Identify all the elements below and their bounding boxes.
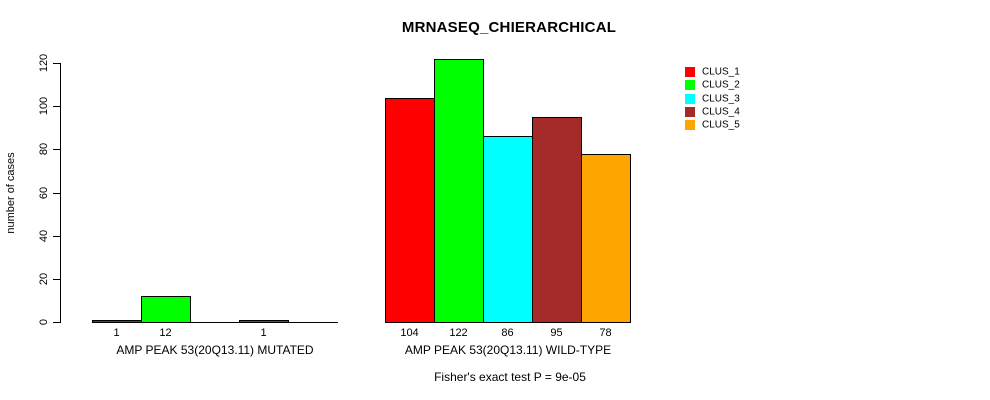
bar-clus_3 [483, 136, 533, 322]
y-axis-tick-label: 120 [38, 53, 50, 73]
legend-swatch-clus_2 [685, 80, 695, 91]
x-group-label-mutated: AMP PEAK 53(20Q13.11) MUTATED [116, 343, 314, 357]
legend-label: CLUS_2 [702, 79, 740, 91]
legend-swatch-clus_3 [685, 93, 695, 104]
bar-clus_2 [434, 58, 484, 322]
y-axis-tick [53, 235, 60, 237]
y-axis-tick [53, 192, 60, 194]
bar-value-label: 12 [159, 327, 172, 339]
bar-value-label: 1 [113, 327, 120, 339]
bar-clus_2 [141, 296, 191, 322]
legend-label: CLUS_5 [702, 119, 740, 131]
y-axis-tick [53, 106, 60, 108]
bar-value-label: 86 [501, 327, 514, 339]
y-axis-label: number of cases [5, 152, 17, 234]
y-axis-tick [53, 278, 60, 280]
bar-clus_4 [532, 116, 582, 322]
y-axis-line [60, 63, 61, 323]
y-axis-tick-label: 60 [38, 186, 50, 199]
legend-swatch-clus_1 [685, 67, 695, 77]
bar-value-label: 104 [400, 327, 419, 339]
x-axis-baseline [92, 322, 338, 323]
x-axis-baseline [385, 322, 631, 323]
legend-label: CLUS_1 [702, 66, 740, 78]
y-axis-tick-label: 20 [38, 272, 50, 285]
bar-clus_1 [92, 319, 142, 322]
y-axis-tick [53, 63, 60, 64]
fisher-test-caption: Fisher's exact test P = 9e-05 [434, 370, 586, 384]
y-axis-tick-label: 0 [38, 318, 50, 326]
y-axis-tick-label: 40 [38, 229, 50, 242]
bar-clus_1 [385, 97, 435, 322]
bar-value-label: 78 [599, 327, 612, 339]
y-axis-tick [53, 149, 60, 151]
bar-value-label: 1 [260, 327, 267, 339]
y-axis-tick-label: 80 [38, 143, 50, 156]
legend-swatch-clus_5 [685, 120, 695, 131]
legend-swatch-clus_4 [685, 106, 695, 117]
legend-label: CLUS_4 [702, 106, 740, 118]
bar-value-label: 122 [449, 327, 468, 339]
y-axis-tick-label: 100 [38, 96, 50, 116]
chart-title: MRNASEQ_CHIERARCHICAL [401, 19, 617, 36]
bar-value-label: 95 [550, 327, 563, 339]
x-group-label-wildtype: AMP PEAK 53(20Q13.11) WILD-TYPE [404, 343, 612, 357]
y-axis-tick [53, 322, 60, 323]
legend-label: CLUS_3 [702, 93, 740, 105]
bar-clus_5 [581, 153, 631, 322]
bar-clus_4 [239, 319, 289, 322]
